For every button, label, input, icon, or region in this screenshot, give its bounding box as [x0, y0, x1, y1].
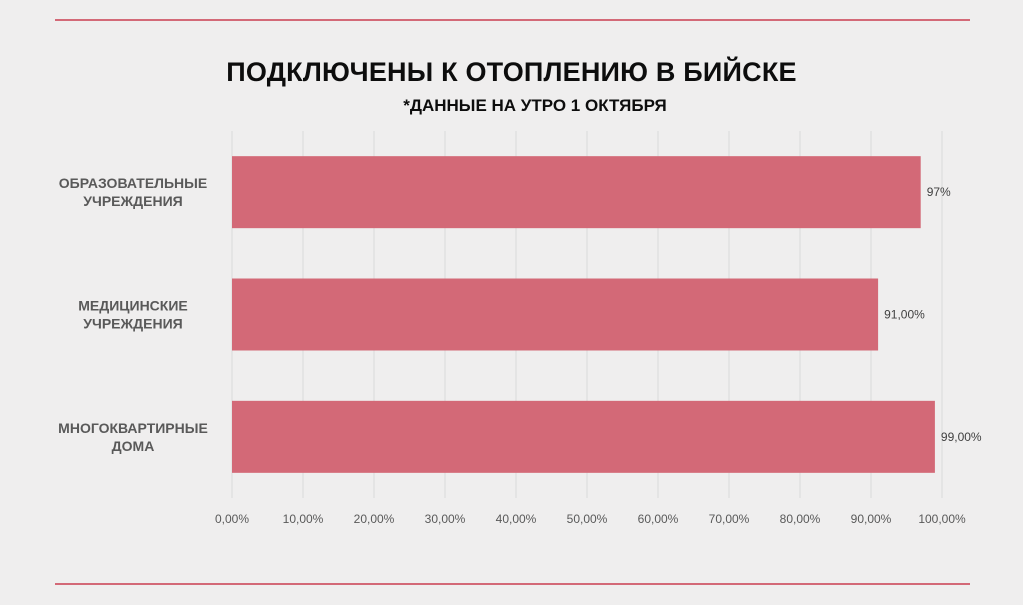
x-tick-label: 30,00%	[425, 512, 466, 526]
x-tick-label: 80,00%	[780, 512, 821, 526]
x-tick-label: 0,00%	[215, 512, 249, 526]
category-label: МЕДИЦИНСКИЕ УЧРЕЖДЕНИЯ	[78, 298, 188, 332]
x-tick-label: 70,00%	[709, 512, 750, 526]
x-tick-label: 60,00%	[638, 512, 679, 526]
bar	[232, 400, 935, 473]
data-label: 97%	[927, 185, 951, 199]
bar	[232, 156, 921, 229]
chart-subtitle: *ДАННЫЕ НА УТРО 1 ОКТЯБРЯ	[403, 96, 667, 115]
chart-title: ПОДКЛЮЧЕНЫ К ОТОПЛЕНИЮ В БИЙСКЕ	[226, 57, 797, 87]
x-axis-ticks: 0,00% 10,00% 20,00% 30,00% 40,00% 50,00% 60,00…	[215, 512, 966, 526]
data-label: 99,00%	[941, 430, 982, 444]
category-labels: ОБРАЗОВАТЕЛЬНЫЕ УЧРЕЖДЕНИЯ МЕДИЦИНСКИЕ УЧРЕ…	[58, 175, 208, 454]
x-tick-label: 90,00%	[851, 512, 892, 526]
data-labels: 97% 91,00% 99,00%	[884, 185, 982, 444]
x-tick-label: 100,00%	[918, 512, 966, 526]
category-label: МНОГОКВАРТИРНЫЕ ДОМА	[58, 420, 208, 454]
x-tick-label: 40,00%	[496, 512, 537, 526]
bar	[232, 278, 879, 351]
x-tick-label: 20,00%	[354, 512, 395, 526]
bottom-divider	[55, 583, 970, 585]
category-label: ОБРАЗОВАТЕЛЬНЫЕ УЧРЕЖДЕНИЯ	[59, 175, 207, 209]
x-tick-label: 50,00%	[567, 512, 608, 526]
bars	[232, 156, 935, 473]
data-label: 91,00%	[884, 308, 925, 322]
top-divider	[55, 19, 970, 21]
x-tick-label: 10,00%	[283, 512, 324, 526]
